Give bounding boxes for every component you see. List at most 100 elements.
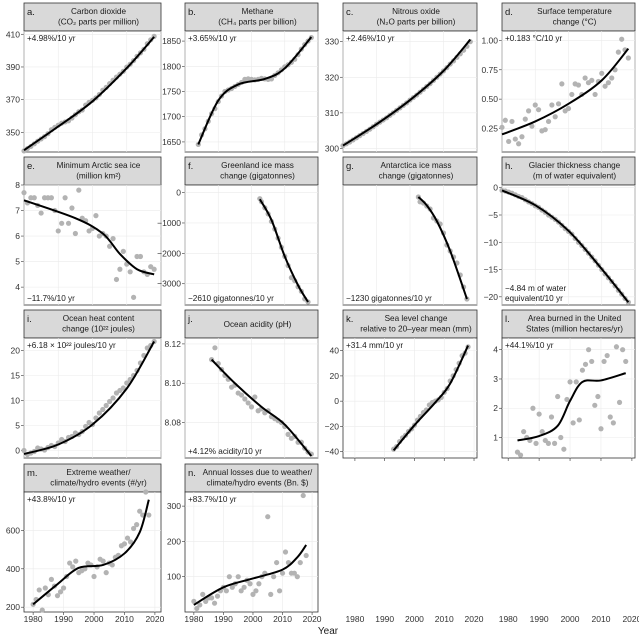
panel-k: k. Sea level change relative to 20–year me… (325, 309, 484, 624)
y-tick-label: 300 (167, 501, 181, 511)
trend-line (417, 196, 468, 300)
panel-title-line: Nitrous oxide (392, 7, 440, 16)
y-tick-label: 8.08 (164, 418, 181, 428)
panel-title-line: Surface temperature (537, 7, 612, 16)
data-point (536, 411, 542, 417)
x-axis-title: Year (318, 626, 339, 637)
data-point (282, 549, 289, 555)
data-point (131, 294, 137, 300)
data-point (54, 593, 61, 599)
strip-l (501, 309, 636, 339)
panel-b: b. Methane (CH₄ parts per billion) 1650 1700… (162, 2, 319, 153)
data-point (551, 440, 558, 446)
data-point (567, 379, 573, 385)
panel-m: m. Extreme weather/climate/hydro events (… (6, 463, 165, 624)
data-point (212, 345, 218, 351)
data-point (226, 574, 232, 580)
trend-line (23, 199, 155, 276)
data-point (127, 269, 133, 275)
data-point (598, 426, 604, 432)
panel-g: g. Antarctica ice mass change (gigatonnes)… (342, 156, 478, 306)
data-point (582, 361, 589, 367)
x-tick-label: 2010 (435, 614, 454, 624)
data-point (607, 414, 613, 420)
data-point (67, 560, 73, 566)
panel-n: n. Annual losses due to weather/climate/h… (167, 463, 322, 624)
strip-d (501, 2, 636, 32)
trend-annotation: +3.65%/10 yr (188, 34, 237, 43)
data-point (555, 393, 561, 400)
x-tick-label: 1990 (375, 614, 394, 624)
data-point (229, 584, 235, 590)
data-point (586, 347, 592, 353)
panel-title-line: change (°C) (553, 18, 597, 27)
data-point (60, 585, 67, 591)
data-point (21, 447, 27, 454)
trend-annotation: +44.1%/10 yr (505, 341, 554, 350)
data-point (200, 591, 206, 597)
data-point (512, 136, 518, 142)
panel-title-line: change (gigatonnes) (379, 172, 454, 181)
trend-line (210, 358, 313, 457)
data-point (532, 102, 538, 108)
data-point (38, 210, 44, 216)
panel-title-line: (CO₂ parts per million) (58, 18, 139, 27)
panel-letter: f. (188, 161, 193, 172)
y-tick-label: 5 (15, 421, 20, 431)
y-tick-label: 0 (15, 446, 20, 456)
data-point (211, 600, 218, 606)
data-point (602, 83, 608, 89)
y-tick-label: −40 (325, 447, 340, 457)
trend-line (32, 499, 150, 606)
y-tick-label: −3000 (157, 279, 181, 289)
data-point (120, 248, 126, 254)
y-tick-label: 4 (493, 345, 498, 355)
data-point (565, 105, 572, 112)
x-tick-label: 1980 (24, 614, 43, 624)
y-tick-label: 350 (6, 127, 20, 137)
data-point (530, 405, 536, 411)
data-point (100, 558, 106, 564)
data-point (223, 588, 229, 594)
trend-line (501, 47, 630, 136)
data-point (274, 559, 280, 566)
data-point (253, 588, 259, 594)
panel-c: c. Nitrous oxide (N₂O parts per billion) 30… (325, 2, 478, 153)
strip-j (184, 309, 319, 339)
trend-annotation: +83.7%/10 yr (188, 495, 237, 504)
panel-title-line: Minimum Arctic sea ice (57, 161, 141, 170)
data-point (73, 558, 79, 564)
data-point (57, 589, 64, 595)
panel-title-line: change (10²² joules) (62, 325, 135, 334)
y-tick-label: 1800 (162, 61, 181, 71)
data-point (625, 55, 631, 61)
trend-annotation: −2610 gigatonnes/10 yr (188, 294, 274, 303)
y-tick-label: 6 (15, 231, 20, 241)
y-tick-label: −20 (484, 292, 499, 302)
data-point (271, 574, 277, 580)
y-tick-label: 20 (11, 346, 21, 356)
data-point (595, 393, 601, 400)
data-point (589, 358, 595, 365)
data-point (36, 587, 42, 593)
data-point (548, 414, 555, 420)
y-tick-label: 320 (325, 72, 339, 82)
y-tick-label: 8.10 (164, 378, 181, 388)
data-point (609, 75, 615, 81)
data-point (623, 358, 629, 365)
y-tick-label: 0.75 (481, 65, 498, 75)
data-point (245, 400, 251, 406)
x-tick-label: 2000 (85, 614, 104, 624)
panel-title-line: (N₂O parts per billion) (377, 18, 456, 27)
data-point (113, 276, 120, 283)
panel-title-line: Glacier thickness change (529, 161, 621, 170)
data-point (134, 522, 140, 528)
data-point (31, 195, 37, 201)
panel-title-line: (m of water equivalent) (533, 172, 617, 181)
panel-letter: j. (187, 314, 193, 325)
y-tick-label: 0 (493, 183, 498, 193)
trend-annotation: +2.46%/10 yr (346, 34, 395, 43)
trend-line (23, 340, 156, 455)
data-point (137, 253, 144, 260)
data-point (533, 440, 539, 446)
